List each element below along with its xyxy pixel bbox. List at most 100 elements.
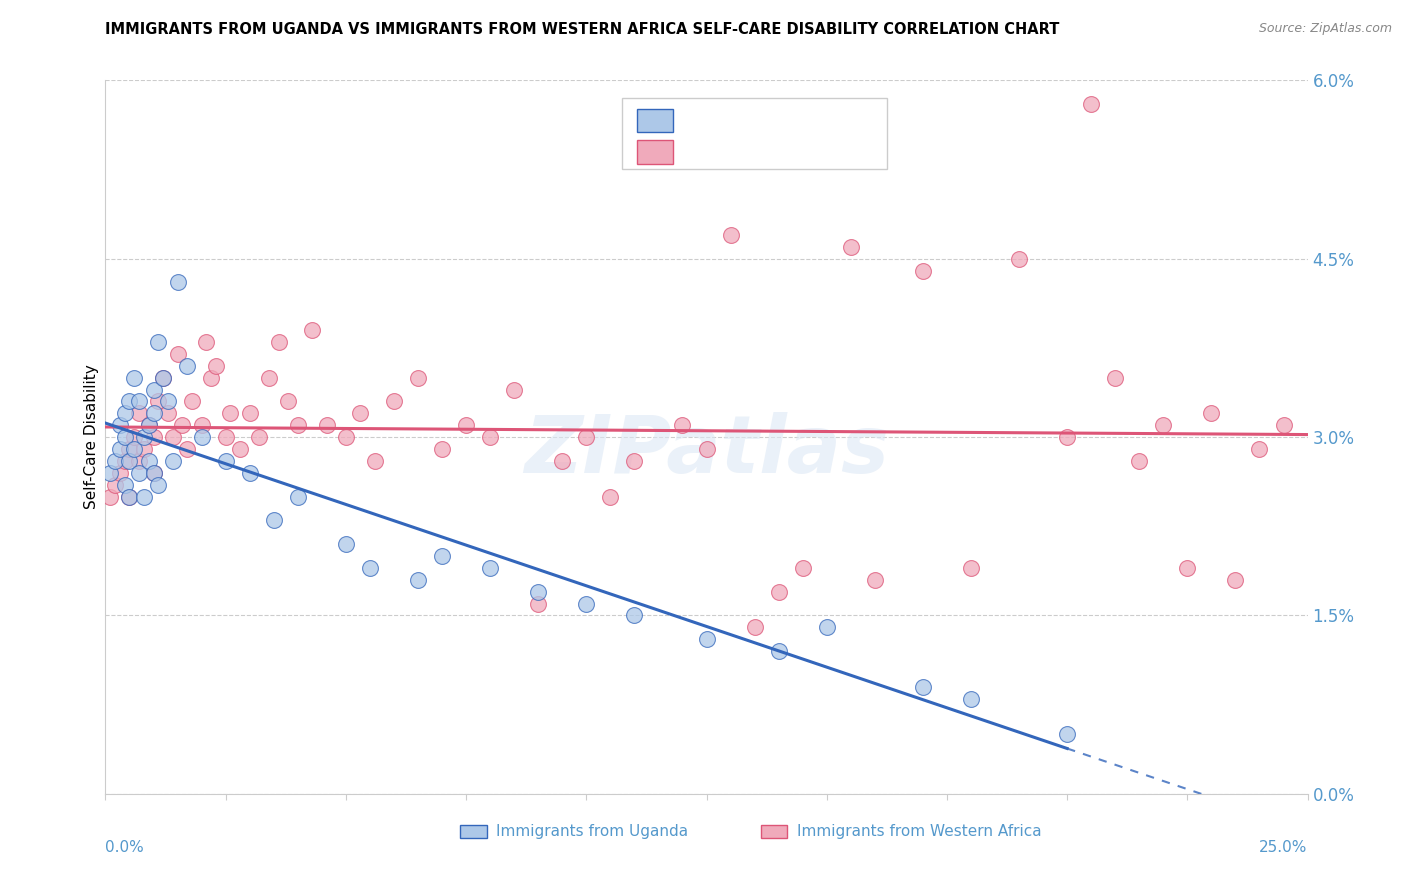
FancyBboxPatch shape (460, 825, 486, 838)
Point (960, 691, 983, 706)
Point (1080, 97, 1102, 112)
Point (132, 490, 155, 504)
Point (152, 370, 174, 384)
Point (229, 442, 252, 456)
Point (124, 370, 146, 384)
Point (118, 454, 141, 468)
Point (219, 406, 242, 420)
Point (267, 334, 290, 349)
Point (118, 442, 141, 456)
Point (768, 584, 790, 599)
Point (156, 394, 179, 409)
Point (696, 632, 718, 647)
Point (1249, 442, 1271, 456)
Point (108, 418, 131, 433)
Point (1225, 573, 1247, 587)
Point (479, 430, 502, 444)
FancyBboxPatch shape (637, 109, 673, 132)
Point (671, 418, 693, 433)
Point (1128, 454, 1150, 468)
FancyBboxPatch shape (761, 825, 787, 838)
Text: ZIPatlas: ZIPatlas (524, 412, 889, 491)
FancyBboxPatch shape (623, 98, 887, 169)
Point (190, 418, 212, 433)
Point (142, 466, 165, 480)
Point (720, 227, 742, 242)
Point (623, 454, 645, 468)
Point (138, 454, 160, 468)
Text: Immigrants from Uganda: Immigrants from Uganda (496, 824, 689, 839)
Point (623, 608, 645, 623)
Point (114, 406, 136, 420)
Point (263, 513, 285, 527)
Point (1056, 430, 1078, 444)
Point (114, 477, 136, 491)
Point (142, 383, 165, 397)
Point (257, 370, 280, 384)
Point (839, 240, 862, 254)
Point (166, 276, 188, 290)
Point (148, 477, 170, 491)
Point (815, 620, 838, 634)
Point (406, 370, 429, 384)
Point (1175, 561, 1198, 575)
Point (1008, 252, 1031, 266)
Point (214, 454, 236, 468)
Point (124, 430, 146, 444)
Point (132, 430, 155, 444)
Point (138, 418, 160, 433)
Point (98, 490, 121, 504)
Point (454, 418, 477, 433)
Point (214, 430, 236, 444)
Point (960, 561, 983, 575)
Point (527, 584, 550, 599)
Point (503, 383, 526, 397)
Point (156, 406, 179, 420)
Point (114, 430, 136, 444)
Point (301, 323, 323, 337)
Point (118, 490, 141, 504)
Point (1201, 406, 1223, 420)
Point (911, 263, 934, 277)
Point (166, 347, 188, 361)
Point (792, 561, 814, 575)
Point (863, 573, 886, 587)
Point (247, 430, 270, 444)
Text: 0.0%: 0.0% (105, 840, 145, 855)
Point (406, 573, 429, 587)
Point (200, 370, 222, 384)
Point (382, 394, 405, 409)
Point (142, 430, 165, 444)
Point (124, 442, 146, 456)
Point (768, 644, 790, 658)
Text: Source: ZipAtlas.com: Source: ZipAtlas.com (1258, 22, 1392, 36)
Point (195, 334, 218, 349)
Text: Immigrants from Western Africa: Immigrants from Western Africa (797, 824, 1042, 839)
Point (162, 430, 184, 444)
Point (335, 537, 357, 551)
Point (430, 442, 453, 456)
Point (205, 359, 228, 373)
Point (176, 442, 198, 456)
Point (152, 370, 174, 384)
Point (239, 466, 262, 480)
Point (108, 466, 131, 480)
Point (575, 597, 598, 611)
Point (114, 454, 136, 468)
Point (98, 466, 121, 480)
Point (142, 466, 165, 480)
Text: R = -0.224   N = 47: R = -0.224 N = 47 (685, 112, 842, 127)
Point (118, 490, 141, 504)
Point (479, 561, 502, 575)
Point (287, 418, 309, 433)
Point (118, 394, 141, 409)
Point (696, 442, 718, 456)
Point (1272, 418, 1295, 433)
Point (1056, 727, 1078, 741)
Point (172, 418, 194, 433)
Point (349, 406, 371, 420)
Point (128, 394, 150, 409)
Point (527, 597, 550, 611)
Point (1104, 370, 1126, 384)
Text: IMMIGRANTS FROM UGANDA VS IMMIGRANTS FROM WESTERN AFRICA SELF-CARE DISABILITY CO: IMMIGRANTS FROM UGANDA VS IMMIGRANTS FRO… (105, 22, 1060, 37)
